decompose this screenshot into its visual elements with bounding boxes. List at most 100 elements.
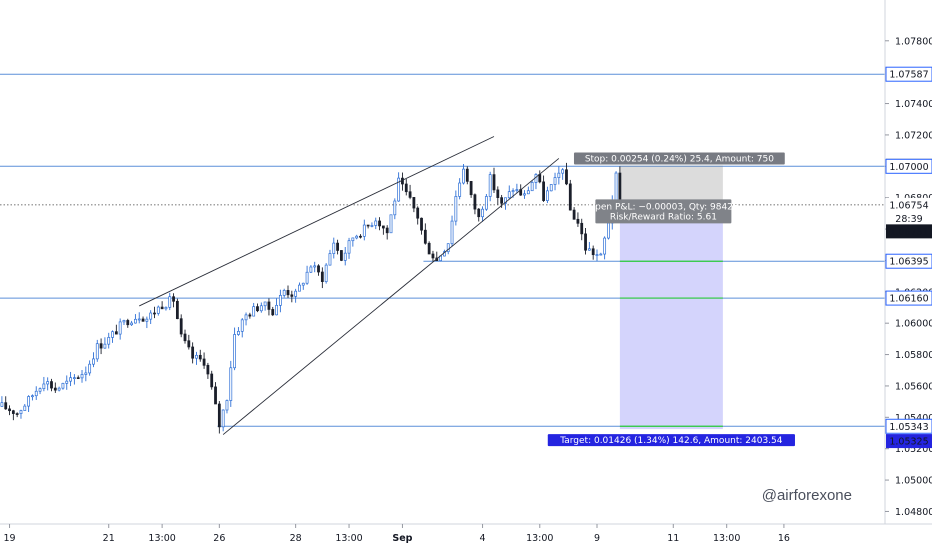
candle-body xyxy=(175,300,179,320)
candle-body xyxy=(23,405,27,411)
price-label-level: 1.06395 xyxy=(885,253,932,269)
candle-body xyxy=(27,396,31,407)
candle-body xyxy=(11,410,15,414)
candle-body xyxy=(313,265,317,268)
candle-body xyxy=(195,354,198,359)
target-zone[interactable] xyxy=(619,205,723,430)
candle-body xyxy=(198,354,202,360)
price-tick-label: 1.04800 xyxy=(895,507,932,518)
target-label: Target: 0.01426 (1.34%) 142.6, Amount: 2… xyxy=(559,436,783,446)
candle-body xyxy=(107,337,111,345)
candle-body xyxy=(359,235,362,238)
candle-body xyxy=(393,200,397,216)
trendline[interactable] xyxy=(139,136,495,307)
candle-body xyxy=(156,306,160,314)
target-label-group: Target: 0.01426 (1.34%) 142.6, Amount: 2… xyxy=(547,434,795,447)
price-label-level: 1.05343 xyxy=(885,418,932,434)
candle-body xyxy=(351,237,355,242)
candle-body xyxy=(580,222,584,235)
price-tick-label: 1.07400 xyxy=(895,99,932,110)
candle-body xyxy=(355,235,359,239)
candle-body xyxy=(526,190,530,195)
candle-body xyxy=(340,250,343,261)
candle-body xyxy=(286,290,290,296)
candle-body xyxy=(99,343,103,349)
candle-body xyxy=(496,189,500,198)
candle-body xyxy=(92,358,95,365)
candle-body xyxy=(343,252,347,261)
price-label-bg xyxy=(885,290,932,306)
candle-body xyxy=(206,364,210,375)
candle-body xyxy=(282,290,286,296)
candle-body xyxy=(561,169,565,174)
candle-body xyxy=(565,169,568,185)
candle-body xyxy=(145,318,149,322)
price-label-bg xyxy=(885,253,932,269)
candle-body xyxy=(553,177,557,185)
candle-body xyxy=(38,388,42,392)
watermark-text: @airforexone xyxy=(762,487,852,504)
candle-body xyxy=(309,266,313,273)
candle-body xyxy=(233,334,237,369)
candle-body xyxy=(248,314,252,317)
candle-body xyxy=(378,220,381,227)
candle-body xyxy=(76,377,80,379)
candle-body xyxy=(34,390,38,397)
candle-body xyxy=(237,330,240,335)
price-label-text: 1.06160 xyxy=(889,294,928,305)
candle-body xyxy=(271,309,275,316)
candle-body xyxy=(267,301,271,310)
candle-body xyxy=(69,377,72,382)
candle-body xyxy=(0,402,4,407)
candle-body xyxy=(275,304,278,316)
time-tick-label: 13:00 xyxy=(713,533,740,544)
price-label-bg xyxy=(886,224,932,239)
candle-body xyxy=(183,333,187,342)
candle-body xyxy=(149,312,153,320)
candle-body xyxy=(15,413,19,415)
candle-body xyxy=(549,184,553,192)
price-label-text: 1.07587 xyxy=(889,70,928,81)
countdown-text: 28:39 xyxy=(895,214,922,225)
candle-body xyxy=(111,331,114,338)
candle-body xyxy=(389,214,393,234)
stop-zone[interactable] xyxy=(619,165,723,206)
price-tick-label: 1.06000 xyxy=(895,319,932,330)
candle-body xyxy=(542,181,545,201)
candle-body xyxy=(557,172,561,178)
candle-body xyxy=(427,242,431,255)
candle-body xyxy=(530,182,534,192)
price-label-bg xyxy=(886,197,932,212)
candle-body xyxy=(492,174,496,191)
candle-body xyxy=(431,253,435,259)
candle-body xyxy=(465,168,469,182)
candle-body xyxy=(584,233,587,251)
time-tick-label: Sep xyxy=(392,533,412,544)
candle-body xyxy=(397,177,401,202)
candle-body xyxy=(88,363,92,374)
pnl-label-bg xyxy=(595,199,732,224)
candle-body xyxy=(538,174,542,183)
candle-body xyxy=(80,374,84,379)
candle-body xyxy=(462,168,465,184)
candle-body xyxy=(381,225,385,229)
candle-body xyxy=(504,197,507,204)
candle-body xyxy=(164,306,168,310)
candle-body xyxy=(130,322,134,326)
candle-body xyxy=(317,265,320,273)
price-axis-bg xyxy=(885,0,932,550)
trendline[interactable] xyxy=(222,158,560,435)
candle-body xyxy=(404,183,408,193)
candle-body xyxy=(95,343,99,360)
time-tick-label: 11 xyxy=(667,533,679,544)
candle-body xyxy=(507,191,511,199)
candle-body xyxy=(134,318,137,324)
candle-body xyxy=(450,220,454,245)
time-tick-label: 28 xyxy=(290,533,302,544)
price-label-bg xyxy=(885,418,932,434)
time-tick-label: 13:00 xyxy=(148,533,175,544)
time-tick-label: 9 xyxy=(594,533,600,544)
candle-body xyxy=(515,189,519,191)
price-label-bg xyxy=(885,158,932,174)
price-label-text: 1.06754 xyxy=(889,200,928,211)
